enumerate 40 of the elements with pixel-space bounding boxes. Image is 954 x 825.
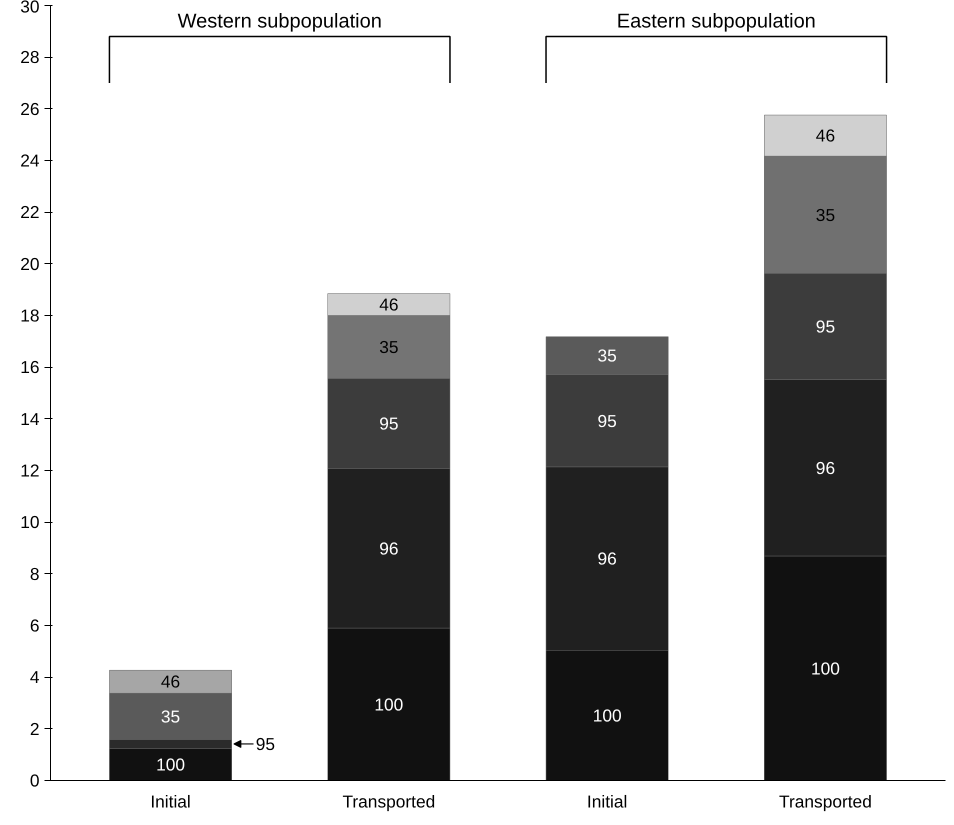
y-tick-label: 8 — [30, 564, 40, 584]
y-tick-label: 22 — [20, 202, 40, 222]
series-label: 46 — [379, 294, 398, 315]
y-tick-label: 6 — [30, 616, 40, 636]
x-tick-label: Initial — [586, 792, 628, 812]
y-tick-label: 10 — [20, 512, 40, 532]
x-tick-label: Transported — [779, 792, 872, 812]
series-label: 100 — [156, 754, 186, 774]
text: 100 — [810, 658, 840, 678]
text: 46 — [160, 672, 180, 692]
text: 95 — [598, 410, 617, 431]
text: 35 — [816, 204, 836, 225]
text: 46 — [816, 126, 836, 146]
text: 96 — [379, 538, 398, 558]
y-tick-label: 20 — [20, 254, 40, 274]
text: 100 — [592, 705, 622, 726]
y-tick-label: 24 — [20, 150, 40, 170]
text: 96 — [598, 548, 617, 569]
y-tick-label: 2 — [30, 718, 40, 739]
annotation: Western subpopulation — [178, 10, 382, 33]
y-tick-label: 30 — [20, 0, 40, 16]
text: 35 — [379, 337, 398, 358]
y-tick-label: 16 — [20, 357, 40, 378]
text: 100 — [374, 694, 404, 714]
text: 35 — [160, 706, 180, 726]
text: 95 — [816, 316, 836, 336]
series-label: 95 — [256, 734, 275, 754]
y-tick-label: 12 — [20, 460, 40, 480]
y-tick-label: 26 — [20, 98, 40, 119]
x-tick-label: Transported — [342, 792, 436, 812]
y-tick-label: 4 — [30, 667, 40, 688]
series-label: 96 — [816, 458, 836, 478]
x-tick-label: Initial — [150, 792, 191, 812]
annotation: Eastern subpopulation — [616, 10, 816, 33]
y-tick-label: 18 — [20, 306, 40, 326]
y-tick-label: 28 — [20, 47, 40, 68]
series-label: 35 — [598, 346, 617, 366]
y-tick-label: 14 — [20, 408, 40, 429]
y-tick-label: 0 — [30, 770, 40, 790]
series-label: 95 — [379, 414, 398, 434]
